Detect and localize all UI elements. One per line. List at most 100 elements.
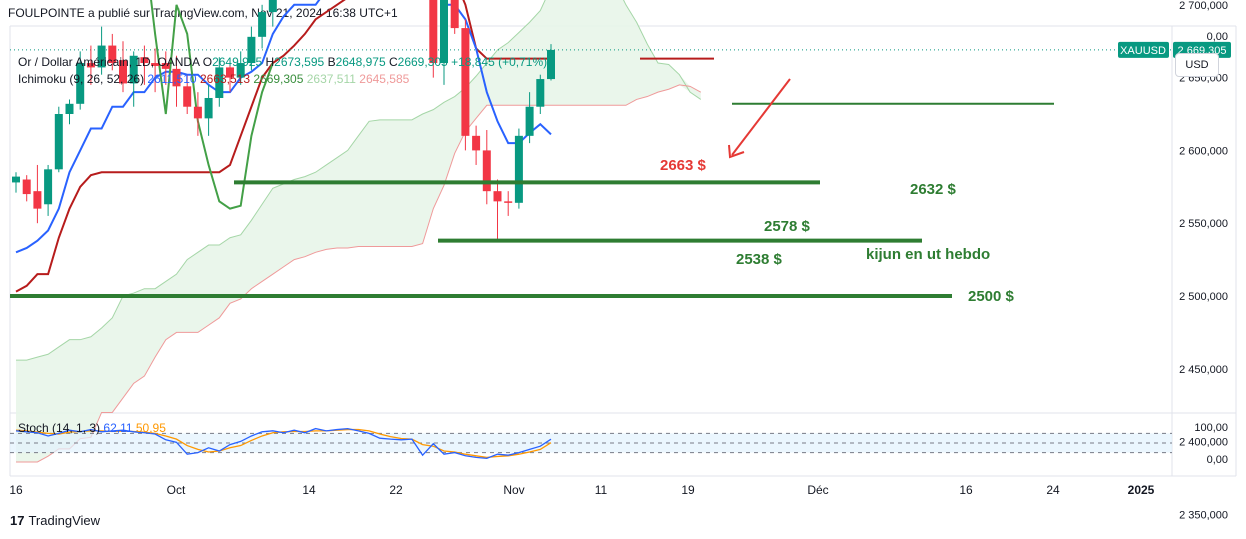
- y-tick-label: 2 350,000: [1179, 509, 1228, 521]
- tradingview-logo-icon: 17: [10, 513, 25, 528]
- candle: [236, 51, 245, 85]
- candle: [226, 60, 234, 93]
- candle: [472, 125, 481, 165]
- candle: [119, 41, 127, 93]
- x-tick-label: Nov: [503, 483, 524, 497]
- candle: [54, 106, 63, 173]
- annotations: kijun en ut hebdo: [728, 78, 990, 263]
- candle: [258, 4, 267, 49]
- kijun-line: [15, 0, 551, 293]
- candle-body: [119, 60, 127, 84]
- stoch-pane: 100,00 0,00: [10, 422, 1228, 466]
- ticker-tag-bg: [1118, 41, 1169, 58]
- candle-body: [547, 49, 555, 80]
- candle-body: [440, 0, 448, 64]
- tenkan-line: [15, 0, 552, 254]
- y-tick-label: 2 700,000: [1179, 0, 1228, 12]
- candle-body: [44, 169, 53, 205]
- close-key: C: [388, 55, 398, 69]
- candle: [493, 179, 502, 243]
- chikou-line: [150, 0, 274, 210]
- candle-body: [493, 191, 502, 202]
- candle: [247, 26, 256, 71]
- candle-body: [236, 63, 245, 78]
- x-tick-label: 16: [959, 483, 973, 497]
- y-tick-label: 0,00: [1207, 31, 1228, 43]
- candle-body: [108, 45, 117, 64]
- level-label: 2663 $: [660, 157, 707, 174]
- time-axis[interactable]: 16 Oct 14 22 Nov 11 19 Déc 16 24 2025: [9, 483, 1154, 497]
- stoch-band: [10, 433, 1172, 453]
- candle-body: [525, 106, 534, 136]
- candle: [193, 92, 202, 136]
- stoch-legend[interactable]: Stoch (14, 1, 3) 62,11 50,95: [18, 421, 166, 435]
- y-tick-label: 2 400,000: [1179, 437, 1228, 449]
- symbol-legend[interactable]: Or / Dollar Américain, 1D, OANDA O2649,9…: [18, 55, 547, 69]
- span-a-value: 2637,511: [306, 72, 356, 86]
- candle-body: [226, 67, 234, 78]
- candle-body: [193, 106, 202, 119]
- candle: [140, 45, 149, 85]
- tenkan-value: 2611,510: [147, 72, 197, 86]
- open-value: 2649,925: [212, 55, 263, 69]
- candle-body: [536, 79, 545, 107]
- change-value: +18,845 (+0,71%): [451, 55, 548, 69]
- currency-button[interactable]: USD: [1175, 53, 1219, 77]
- level-label: 2538 $: [736, 251, 783, 268]
- x-tick-label: 19: [681, 483, 695, 497]
- candle-body: [151, 63, 160, 66]
- candle-body: [450, 0, 459, 29]
- candle: [547, 44, 555, 81]
- kijun-value: 2663,513: [199, 72, 250, 86]
- ichimoku-title: Ichimoku (9, 26, 52, 26): [18, 72, 145, 86]
- candle: [65, 99, 74, 125]
- level-label: 2632 $: [910, 181, 957, 198]
- candle-body: [161, 63, 170, 69]
- x-tick-label: 24: [1046, 483, 1060, 497]
- candle: [172, 55, 181, 107]
- cloud-fill: [16, 0, 701, 462]
- candle-body: [504, 201, 513, 203]
- arrow-head-icon: [728, 144, 745, 159]
- candle-body: [204, 97, 213, 119]
- x-tick-label: 11: [595, 483, 608, 497]
- candle: [215, 57, 224, 107]
- ichimoku-legend[interactable]: Ichimoku (9, 26, 52, 26) 2611,510 2663,5…: [18, 72, 409, 86]
- candle: [183, 74, 192, 114]
- ticker-tag: XAUUSD: [1120, 45, 1166, 57]
- high-value: 2673,595: [274, 55, 325, 69]
- candle: [108, 33, 117, 71]
- y-tick-label: 2 500,000: [1179, 291, 1228, 303]
- candle: [268, 0, 277, 27]
- publish-line: FOULPOINTE a publié sur TradingView.com,…: [8, 6, 398, 20]
- stoch-title: Stoch (14, 1, 3): [18, 421, 101, 435]
- span-b-line: [16, 84, 702, 463]
- candle: [22, 175, 31, 202]
- level-label: 2500 $: [968, 288, 1015, 305]
- stoch-tick-label: 0,00: [1207, 454, 1228, 466]
- candle-body: [33, 191, 42, 209]
- candle: [482, 130, 491, 205]
- candle: [129, 51, 138, 107]
- y-tick-label: 2 600,000: [1179, 145, 1228, 157]
- candle: [536, 74, 545, 114]
- span-b-value: 2645,585: [359, 72, 410, 86]
- candle: [76, 51, 85, 110]
- stoch-tick-label: 100,00: [1194, 422, 1228, 434]
- ichimoku-lines: [10, 0, 1172, 293]
- candles: [12, 0, 555, 243]
- candle-body: [97, 45, 106, 68]
- candle-body: [429, 0, 438, 64]
- candle-body: [183, 86, 192, 107]
- symbol-title: Or / Dollar Américain, 1D, OANDA: [18, 55, 200, 69]
- x-tick-label: Oct: [167, 483, 186, 497]
- candle-body: [76, 63, 85, 104]
- candle: [44, 164, 53, 216]
- candle: [204, 84, 213, 136]
- candle: [440, 0, 448, 85]
- footer-brand[interactable]: 17 TradingView: [10, 513, 100, 528]
- candle-body: [482, 150, 491, 192]
- candle: [97, 26, 106, 75]
- candle-body: [140, 57, 149, 64]
